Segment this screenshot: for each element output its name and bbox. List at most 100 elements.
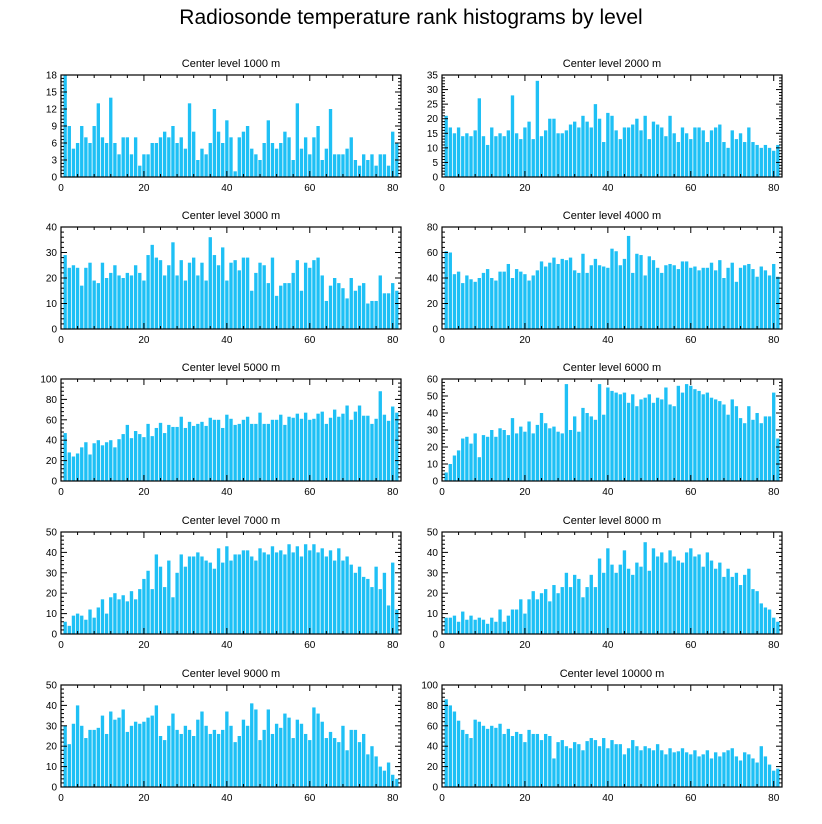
- bar: [651, 402, 656, 481]
- bar: [763, 756, 768, 787]
- bar: [270, 419, 275, 481]
- bar: [672, 265, 676, 329]
- bar: [158, 566, 163, 634]
- bar: [568, 748, 573, 787]
- x-tick-label: 0: [439, 640, 445, 651]
- bar: [316, 413, 320, 481]
- bar: [312, 544, 316, 634]
- bar: [266, 283, 270, 329]
- bar: [734, 756, 739, 787]
- bar: [324, 148, 329, 177]
- bar: [150, 715, 154, 787]
- bar: [527, 121, 531, 177]
- bar: [597, 746, 602, 787]
- bar: [121, 595, 125, 634]
- bar: [514, 731, 519, 787]
- bar: [167, 265, 171, 329]
- x-tick-label: 80: [387, 487, 399, 498]
- y-tick-label: 40: [427, 742, 439, 753]
- bar: [759, 266, 763, 329]
- bar: [200, 262, 204, 329]
- bar: [312, 418, 316, 481]
- bar: [245, 416, 250, 481]
- bar: [328, 417, 333, 481]
- bar: [353, 290, 358, 329]
- panel-title: Center level 1000 m: [182, 58, 280, 70]
- y-tick-label: 3: [51, 156, 57, 167]
- bar: [312, 137, 316, 177]
- bar: [693, 556, 697, 634]
- bar: [560, 433, 564, 481]
- bar: [154, 705, 159, 787]
- bar: [154, 554, 159, 634]
- bar: [622, 392, 627, 481]
- bar: [660, 750, 664, 787]
- bar: [776, 768, 780, 787]
- bar: [738, 133, 743, 177]
- bar: [67, 126, 71, 177]
- bar: [121, 709, 125, 787]
- bar: [63, 433, 67, 481]
- bar: [187, 262, 192, 329]
- bar: [519, 599, 523, 634]
- bar: [395, 412, 399, 481]
- bar: [543, 733, 548, 787]
- x-tick-label: 60: [304, 793, 316, 804]
- bar: [668, 550, 672, 634]
- bar: [485, 436, 490, 481]
- bar: [494, 280, 498, 329]
- bar: [610, 248, 614, 329]
- bar: [187, 729, 192, 787]
- bar: [208, 237, 212, 329]
- bar: [747, 127, 751, 177]
- y-tick-label: 20: [427, 443, 439, 454]
- bar: [676, 142, 681, 177]
- bar: [109, 711, 113, 787]
- bar: [312, 260, 316, 329]
- bar: [291, 272, 295, 329]
- bar: [100, 445, 105, 481]
- bar: [262, 729, 266, 787]
- bar: [543, 266, 548, 329]
- bar: [308, 419, 312, 481]
- bar: [154, 257, 159, 329]
- bar: [647, 394, 651, 481]
- bar: [548, 262, 552, 329]
- bar: [75, 613, 80, 634]
- panel-title: Center level 8000 m: [563, 515, 661, 527]
- bar: [568, 257, 573, 329]
- bar: [237, 423, 241, 481]
- bar: [382, 414, 387, 481]
- bar: [597, 558, 602, 634]
- bar: [183, 280, 188, 329]
- bar: [250, 148, 254, 177]
- bar: [142, 280, 146, 329]
- bar: [117, 154, 121, 177]
- bar: [254, 272, 258, 329]
- x-tick-label: 40: [602, 487, 614, 498]
- bar: [154, 143, 159, 177]
- bar: [270, 143, 275, 177]
- bar: [349, 137, 353, 177]
- bar: [660, 272, 664, 329]
- bar: [133, 431, 138, 481]
- bar: [469, 615, 473, 634]
- bar: [212, 729, 217, 787]
- bar: [531, 591, 535, 634]
- bar: [258, 548, 262, 634]
- bar: [689, 139, 693, 177]
- bar: [626, 235, 631, 329]
- bar: [602, 266, 606, 329]
- bar: [593, 419, 598, 481]
- bar: [684, 133, 689, 177]
- bar: [353, 160, 358, 177]
- bar: [204, 560, 208, 634]
- bar: [283, 713, 287, 787]
- y-tick-label: 40: [46, 701, 58, 712]
- bar: [502, 733, 506, 787]
- bar: [589, 265, 593, 329]
- x-tick-label: 0: [439, 793, 445, 804]
- bar: [362, 283, 366, 329]
- bar: [593, 587, 598, 634]
